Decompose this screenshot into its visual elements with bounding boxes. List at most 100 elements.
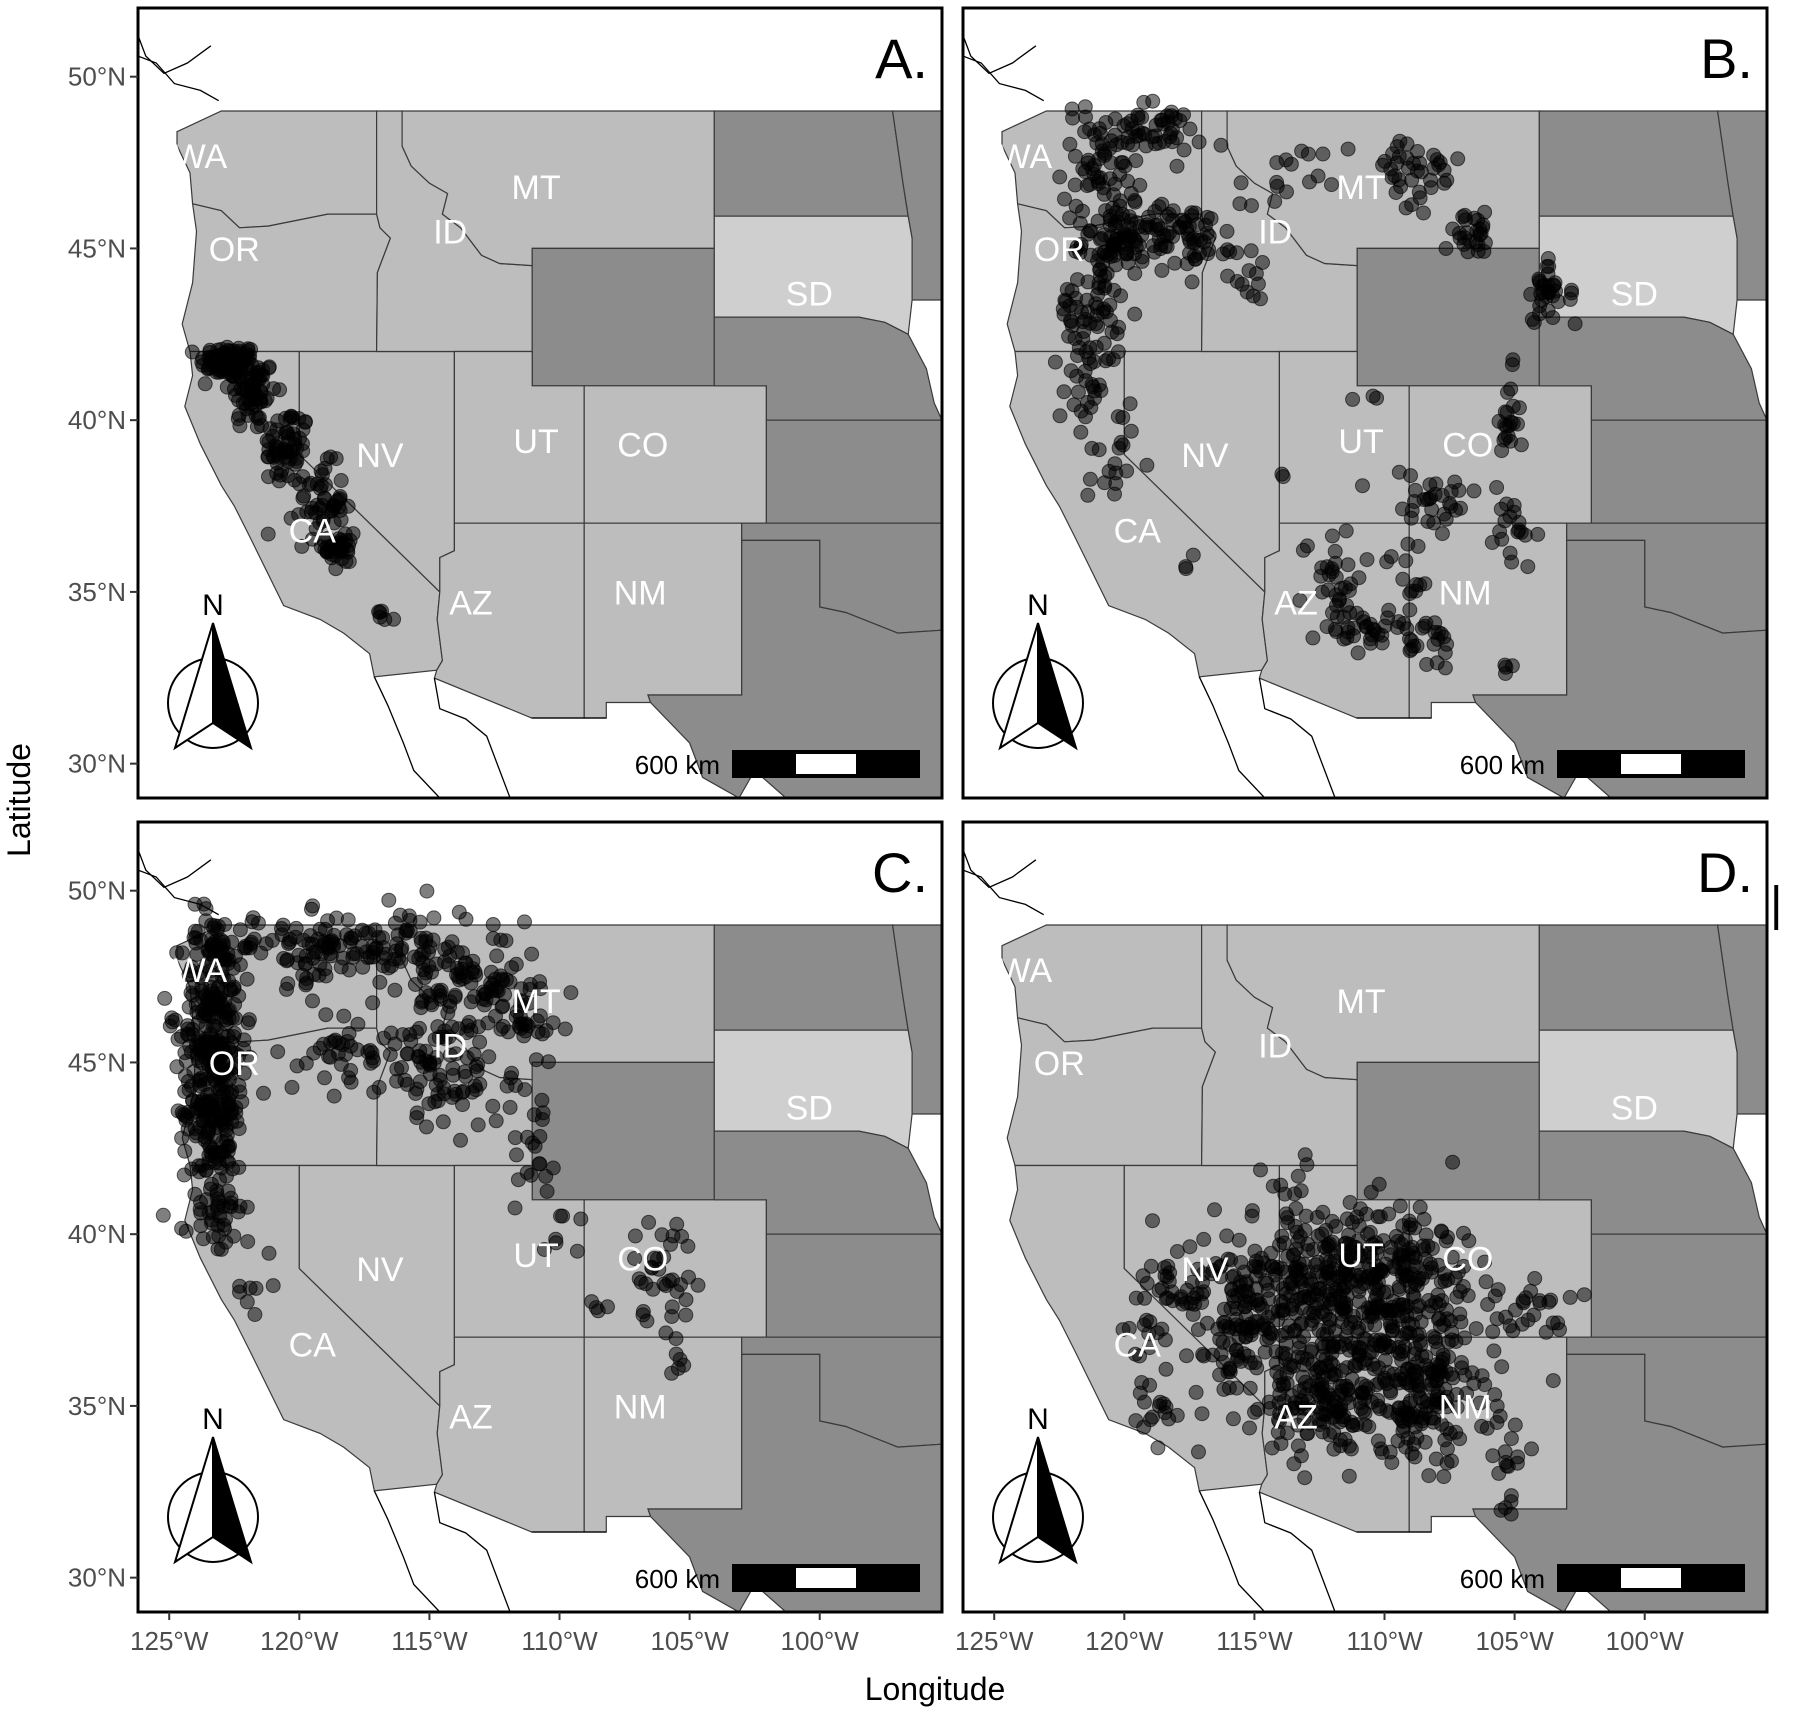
occurrence-point (157, 990, 173, 1006)
occurrence-point (1377, 1352, 1393, 1368)
occurrence-point (1349, 605, 1365, 621)
occurrence-point (397, 1072, 413, 1088)
occurrence-point (437, 941, 453, 957)
occurrence-point (336, 535, 352, 551)
occurrence-point (1370, 1398, 1386, 1414)
occurrence-point (471, 1019, 487, 1035)
occurrence-point (1500, 1458, 1516, 1474)
occurrence-point (1331, 593, 1347, 609)
occurrence-point (1127, 306, 1143, 322)
occurrence-point (1394, 1352, 1410, 1368)
occurrence-point (1274, 1228, 1290, 1244)
state-nm (583, 1336, 743, 1533)
north-arrow-icon: N (167, 1403, 259, 1565)
occurrence-point (1278, 152, 1294, 168)
occurrence-point (1064, 318, 1080, 334)
occurrence-point (1404, 1409, 1420, 1425)
map-panel-4: WA OR CA NV ID MT UT AZ CO NM SD D. N 600 km 125°W 120°… (955, 820, 1769, 1656)
occurrence-point (1122, 220, 1138, 236)
occurrence-point (1367, 1268, 1383, 1284)
y-tick-label: 35°N (68, 577, 126, 607)
occurrence-point (436, 1080, 452, 1096)
x-tick-label: 110°W (1346, 1626, 1423, 1656)
occurrence-point (1504, 554, 1520, 570)
occurrence-point (534, 1092, 550, 1108)
occurrence-point (228, 1010, 244, 1026)
occurrence-point (1127, 1346, 1143, 1362)
state-nd (713, 110, 909, 217)
occurrence-point (508, 956, 524, 972)
occurrence-point (313, 463, 329, 479)
occurrence-point (432, 1067, 448, 1083)
occurrence-point (1485, 1324, 1501, 1340)
occurrence-point (1128, 153, 1144, 169)
occurrence-point (497, 987, 513, 1003)
occurrence-point (1229, 274, 1245, 289)
occurrence-point (435, 1114, 451, 1130)
occurrence-point (455, 1097, 470, 1113)
occurrence-point (1159, 208, 1175, 224)
occurrence-point (1363, 1184, 1379, 1200)
occurrence-point (453, 1132, 468, 1148)
occurrence-point (485, 931, 501, 946)
x-tick-label: 115°W (1216, 1626, 1293, 1656)
occurrence-point (1445, 1154, 1461, 1170)
occurrence-point (1290, 1168, 1306, 1184)
occurrence-point (430, 983, 446, 999)
occurrence-point (317, 490, 333, 506)
occurrence-point (1454, 1360, 1470, 1376)
occurrence-point (1250, 1297, 1266, 1313)
occurrence-point (1219, 1228, 1235, 1244)
occurrence-point (1505, 1323, 1521, 1339)
occurrence-point (1436, 1469, 1452, 1485)
state-label-or: OR (1034, 231, 1085, 269)
occurrence-point (1223, 1252, 1239, 1268)
occurrence-point (321, 1049, 337, 1065)
occurrence-point (1158, 1361, 1174, 1377)
occurrence-point (201, 995, 217, 1011)
scale-bar: 600 km (1460, 1564, 1745, 1594)
occurrence-point (1207, 1202, 1222, 1218)
occurrence-point (1338, 523, 1354, 539)
occurrence-point (1387, 168, 1403, 184)
occurrence-point (569, 1243, 585, 1259)
occurrence-point (1184, 274, 1200, 290)
occurrence-point (1456, 1225, 1471, 1241)
occurrence-point (627, 1228, 643, 1244)
scale-bar: 600 km (635, 1564, 920, 1594)
occurrence-point (1517, 527, 1533, 543)
state-label-sd: SD (1611, 275, 1658, 313)
occurrence-point (1243, 243, 1259, 259)
occurrence-point (250, 360, 266, 376)
occurrence-point (1494, 1359, 1510, 1375)
panel-label: C. (872, 841, 928, 904)
occurrence-point (1531, 271, 1547, 287)
north-arrow-icon: N (992, 1403, 1084, 1565)
occurrence-point (1524, 1441, 1539, 1457)
occurrence-point (265, 1278, 281, 1294)
occurrence-point (387, 982, 403, 998)
occurrence-point (1472, 1395, 1488, 1411)
occurrence-point (407, 977, 423, 992)
occurrence-point (220, 1028, 236, 1044)
occurrence-point (1090, 169, 1106, 185)
occurrence-point (1426, 1414, 1441, 1430)
occurrence-point (193, 1194, 208, 1210)
occurrence-point (1213, 137, 1229, 153)
occurrence-point (1105, 236, 1121, 252)
occurrence-point (326, 1088, 342, 1104)
occurrence-point (218, 1133, 234, 1149)
occurrence-point (522, 981, 538, 997)
occurrence-point (1455, 209, 1471, 225)
occurrence-point (665, 1272, 680, 1288)
occurrence-point (1478, 1274, 1494, 1290)
occurrence-point (1396, 1419, 1412, 1435)
occurrence-point (1532, 1295, 1548, 1311)
occurrence-point (387, 915, 403, 931)
occurrence-point (1477, 204, 1493, 220)
occurrence-point (1233, 175, 1249, 191)
occurrence-point (258, 936, 274, 952)
occurrence-point (272, 382, 288, 398)
occurrence-point (216, 971, 232, 987)
occurrence-point (192, 970, 208, 985)
